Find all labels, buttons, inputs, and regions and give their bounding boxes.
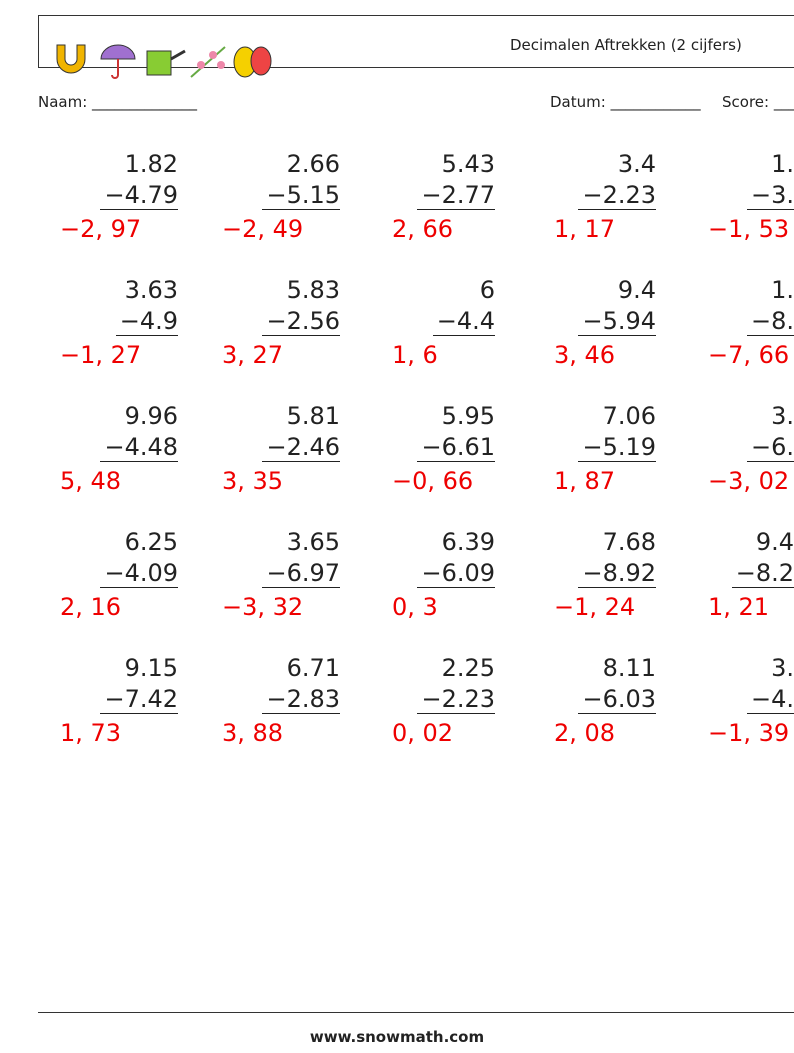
answer: −3, 02 bbox=[708, 467, 790, 495]
bottom-number: −2.56 bbox=[262, 307, 340, 336]
answer: 2, 16 bbox=[60, 593, 122, 621]
name-label: Naam: ______________ bbox=[38, 93, 198, 111]
bottom-number: −4.9 bbox=[115, 307, 178, 336]
answer: −7, 66 bbox=[708, 341, 790, 369]
answer: 0, 3 bbox=[392, 593, 438, 621]
bottom-number: −6. bbox=[746, 433, 794, 462]
bottom-number: −8.92 bbox=[578, 559, 656, 588]
top-number: 3.63 bbox=[124, 276, 178, 304]
bottom-number: −2.46 bbox=[262, 433, 340, 462]
bottom-number: −2.23 bbox=[417, 685, 495, 714]
answer: −1, 27 bbox=[60, 341, 142, 369]
answer: 1, 21 bbox=[708, 593, 770, 621]
bottom-number: −8.2 bbox=[731, 559, 794, 588]
bottom-number: −7.42 bbox=[100, 685, 178, 714]
answer: 3, 88 bbox=[222, 719, 284, 747]
bottom-number: −5.94 bbox=[578, 307, 656, 336]
top-number: 1. bbox=[771, 276, 794, 304]
top-number: 3. bbox=[771, 654, 794, 682]
answer: −1, 39 bbox=[708, 719, 790, 747]
top-number: 5.43 bbox=[441, 150, 495, 178]
top-number: 1. bbox=[771, 150, 794, 178]
answer: 1, 6 bbox=[392, 341, 438, 369]
top-number: 9.96 bbox=[124, 402, 178, 430]
answer: −1, 53 bbox=[708, 215, 790, 243]
top-number: 3.4 bbox=[617, 150, 656, 178]
answer: −2, 49 bbox=[222, 215, 304, 243]
bottom-number: −8. bbox=[746, 307, 794, 336]
date-label: Datum: ____________ bbox=[550, 93, 701, 111]
answer: −3, 32 bbox=[222, 593, 304, 621]
answer: 0, 02 bbox=[392, 719, 454, 747]
bottom-number: −2.77 bbox=[417, 181, 495, 210]
top-number: 2.25 bbox=[441, 654, 495, 682]
top-number: 9.4 bbox=[755, 528, 794, 556]
answer: 2, 08 bbox=[554, 719, 616, 747]
top-number: 7.68 bbox=[602, 528, 656, 556]
title: Decimalen Aftrekken (2 cijfers) bbox=[510, 36, 742, 54]
score-label: Score: ___ bbox=[722, 93, 794, 111]
top-number: 9.15 bbox=[124, 654, 178, 682]
bottom-number: −6.97 bbox=[262, 559, 340, 588]
answer: 2, 66 bbox=[392, 215, 454, 243]
bottom-number: −4. bbox=[746, 685, 794, 714]
top-number: 5.95 bbox=[441, 402, 495, 430]
bottom-number: −6.03 bbox=[578, 685, 656, 714]
header-box bbox=[38, 15, 794, 79]
top-number: 5.83 bbox=[286, 276, 340, 304]
answer: 5, 48 bbox=[60, 467, 122, 495]
bottom-number: −5.15 bbox=[262, 181, 340, 210]
answer: −2, 97 bbox=[60, 215, 142, 243]
top-number: 8.11 bbox=[602, 654, 656, 682]
bottom-number: −6.61 bbox=[417, 433, 495, 462]
bottom-number: −5.19 bbox=[578, 433, 656, 462]
top-number: 2.66 bbox=[286, 150, 340, 178]
answer: 1, 17 bbox=[554, 215, 616, 243]
icons bbox=[56, 44, 272, 79]
footer: www.snowmath.com bbox=[309, 1028, 485, 1046]
top-number: 6 bbox=[479, 276, 495, 304]
bottom-number: −4.48 bbox=[100, 433, 178, 462]
bottom-number: −4.79 bbox=[100, 181, 178, 210]
bottom-number: −4.4 bbox=[432, 307, 495, 336]
bottom-number: −3. bbox=[746, 181, 794, 210]
top-number: 6.39 bbox=[441, 528, 495, 556]
answer: 1, 87 bbox=[554, 467, 616, 495]
bottom-number: −2.23 bbox=[578, 181, 656, 210]
top-number: 1.82 bbox=[124, 150, 178, 178]
answer: 1, 73 bbox=[60, 719, 122, 747]
bottom-number: −2.83 bbox=[262, 685, 340, 714]
top-number: 3. bbox=[771, 402, 794, 430]
top-number: 5.81 bbox=[286, 402, 340, 430]
answer: −1, 24 bbox=[554, 593, 636, 621]
top-number: 9.4 bbox=[617, 276, 656, 304]
answer: 3, 35 bbox=[222, 467, 284, 495]
bottom-number: −6.09 bbox=[417, 559, 495, 588]
answer: 3, 46 bbox=[554, 341, 616, 369]
bottom-number: −4.09 bbox=[100, 559, 178, 588]
top-number: 6.71 bbox=[286, 654, 340, 682]
footer-rule bbox=[38, 1012, 794, 1013]
answer: 3, 27 bbox=[222, 341, 284, 369]
top-number: 6.25 bbox=[124, 528, 178, 556]
answer: −0, 66 bbox=[392, 467, 474, 495]
top-number: 7.06 bbox=[602, 402, 656, 430]
top-number: 3.65 bbox=[286, 528, 340, 556]
